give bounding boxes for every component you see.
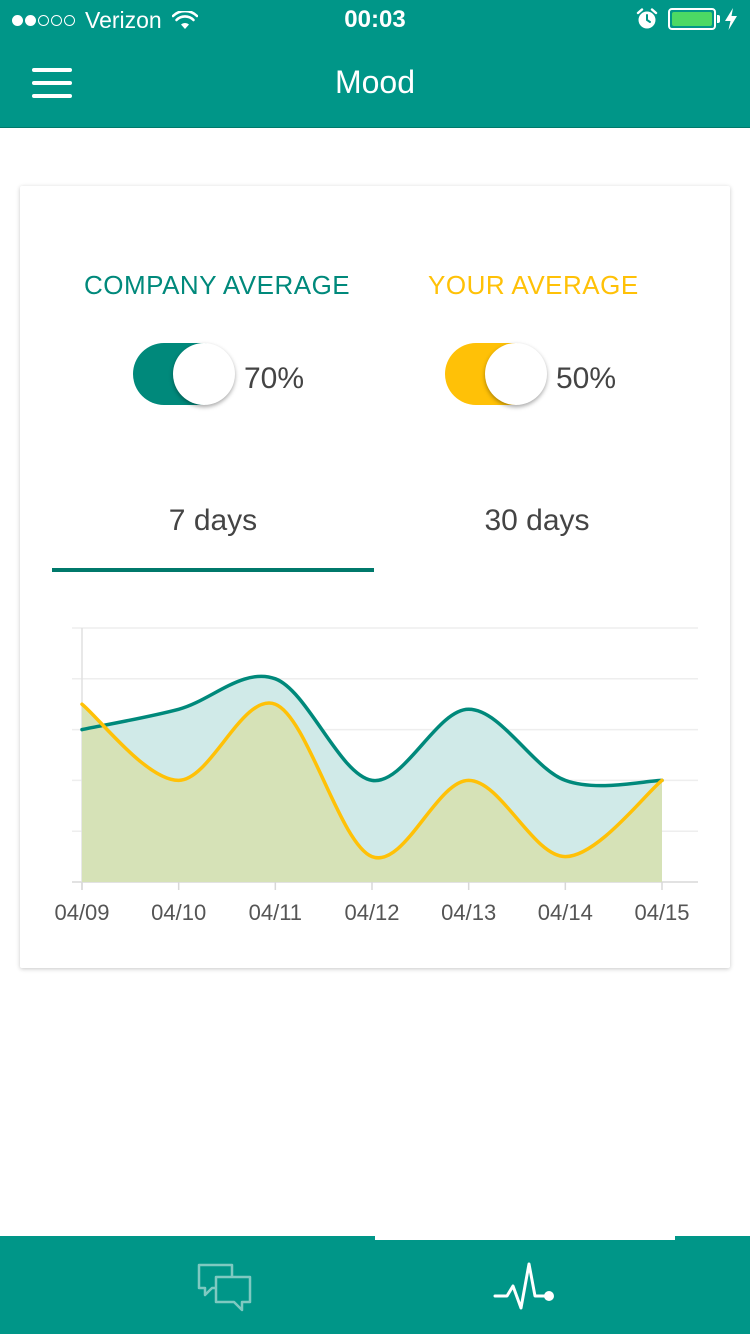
page-title: Mood	[334, 64, 416, 100]
heartbeat-pulse-icon	[493, 1262, 554, 1310]
x-tick-label: 04/09	[54, 900, 109, 925]
company-average-toggle[interactable]	[133, 343, 235, 405]
x-tick-label: 04/15	[634, 900, 689, 925]
tab-selected-indicator	[52, 568, 374, 572]
battery-icon	[668, 8, 720, 30]
your-average-label: YOUR AVERAGE	[428, 270, 639, 300]
menu-line	[32, 94, 72, 98]
toggle-knob	[173, 343, 235, 405]
alarm-icon	[636, 8, 658, 29]
signal-dot	[51, 15, 62, 26]
x-tick-label: 04/10	[151, 900, 206, 925]
status-right	[636, 8, 738, 30]
tab-7-days[interactable]: 7 days	[168, 504, 258, 537]
tab-30-days[interactable]: 30 days	[484, 504, 590, 537]
menu-line	[32, 81, 72, 85]
signal-dot	[64, 15, 75, 26]
signal-dot	[25, 15, 36, 26]
status-time: 00:03	[344, 6, 406, 33]
your-average-toggle[interactable]	[445, 343, 547, 405]
status-bar: Verizon 00:03	[0, 0, 750, 40]
x-tick-label: 04/12	[344, 900, 399, 925]
series-area-1	[82, 702, 662, 882]
nav-chat-tab[interactable]	[0, 1236, 375, 1334]
carrier-name: Verizon	[85, 7, 162, 33]
app-header: Mood	[0, 40, 750, 128]
nav-active-indicator	[375, 1236, 675, 1240]
mood-chart: 04/09 04/10 04/11 04/12 04/13 04/14 04/15	[54, 627, 698, 925]
status-left: Verizon	[12, 7, 198, 34]
hamburger-menu-icon[interactable]	[32, 68, 72, 98]
chat-bubbles-icon	[197, 1263, 252, 1312]
wifi-icon	[171, 10, 198, 29]
company-average-value: 70%	[244, 362, 305, 395]
x-tick-label: 04/13	[441, 900, 496, 925]
toggle-knob	[485, 343, 547, 405]
signal-dot	[38, 15, 49, 26]
x-tick-label: 04/14	[538, 900, 593, 925]
signal-dot	[12, 15, 23, 26]
company-average-label: COMPANY AVERAGE	[84, 270, 351, 300]
x-tick-label: 04/11	[249, 900, 302, 925]
nav-mood-tab[interactable]	[375, 1236, 750, 1334]
charging-bolt-icon	[725, 8, 737, 30]
battery-level-fill	[672, 12, 712, 26]
your-average-value: 50%	[556, 362, 617, 395]
menu-line	[32, 68, 72, 72]
bottom-navigation	[0, 1236, 750, 1334]
signal-strength-icon	[12, 15, 77, 26]
